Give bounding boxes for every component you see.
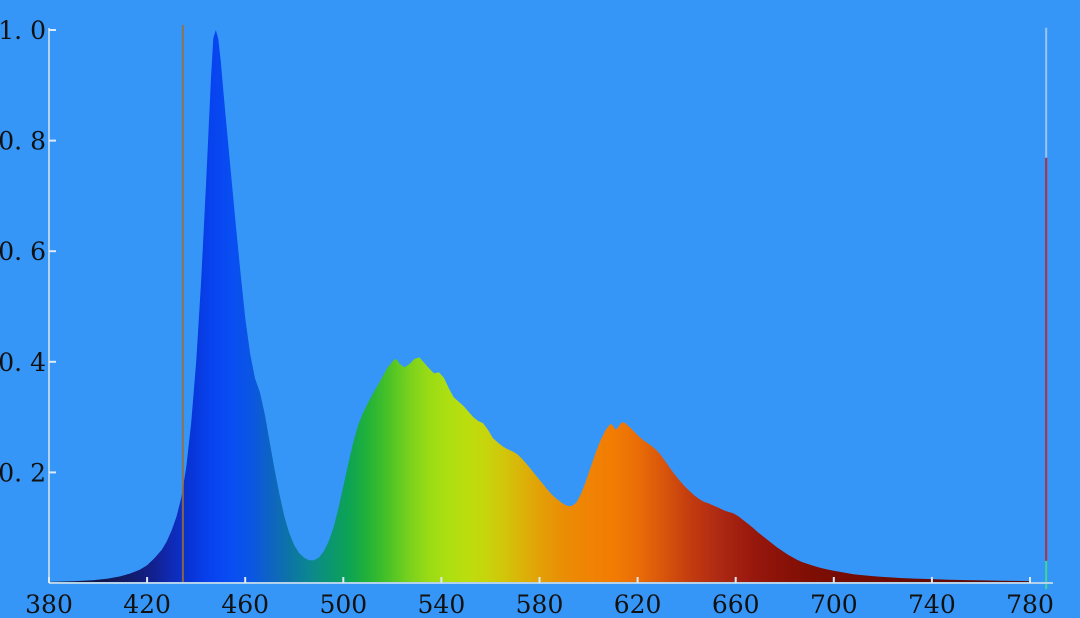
x-tick-label: 660 [712, 590, 760, 618]
x-tick-label: 420 [123, 590, 171, 618]
y-tick-label: 0. 6 [0, 237, 46, 266]
x-tick-label: 580 [516, 590, 564, 618]
x-tick-label: 700 [810, 590, 858, 618]
x-tick-label: 500 [319, 590, 367, 618]
y-tick-label: 0. 2 [0, 458, 46, 487]
axis-tick-labels: 380 420 460 500 540 580 620 660 700 740 780 0. 2 0. … [0, 16, 1054, 618]
x-tick-label: 620 [614, 590, 662, 618]
y-tick-label: 1. 0 [0, 16, 46, 45]
y-tick-label: 0. 8 [0, 127, 46, 156]
x-tick-label: 380 [25, 590, 73, 618]
cursor-markers [181, 25, 1048, 590]
axis-ticks [48, 29, 1031, 583]
y-tick-label: 0. 4 [0, 348, 46, 377]
spectrum-area-fill [49, 30, 1030, 583]
x-tick-label: 780 [1006, 590, 1054, 618]
x-tick-label: 540 [418, 590, 466, 618]
x-tick-label: 740 [908, 590, 956, 618]
x-tick-label: 460 [221, 590, 269, 618]
